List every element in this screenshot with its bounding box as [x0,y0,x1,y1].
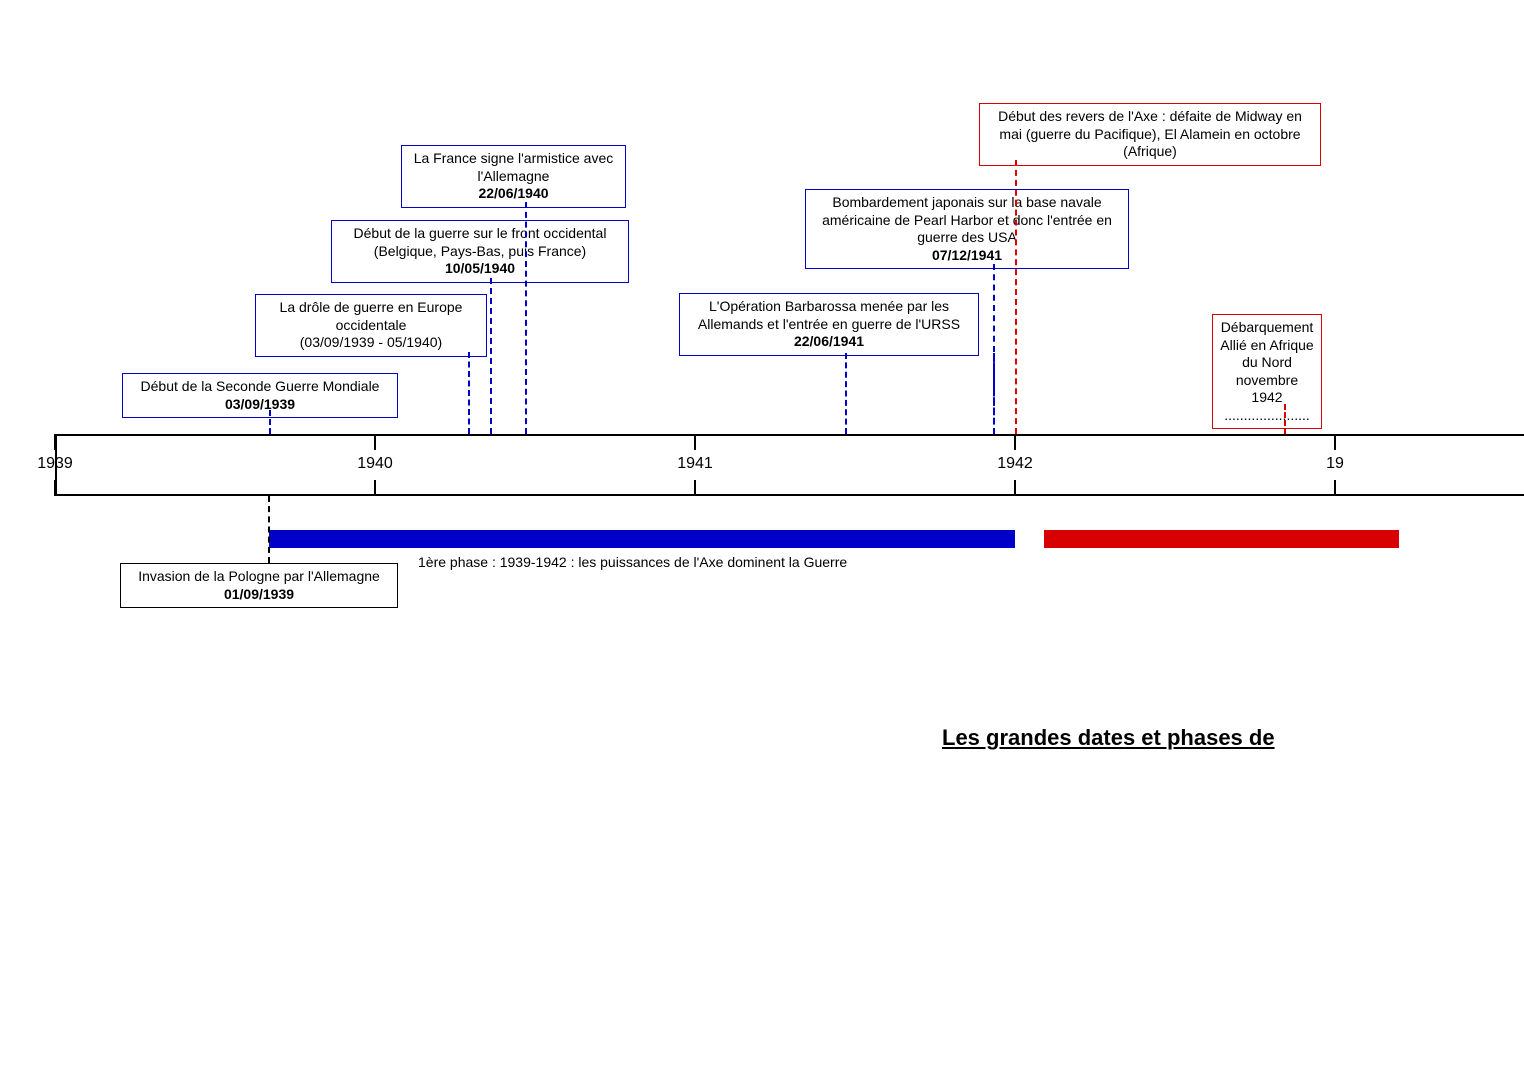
event-leader [490,278,492,434]
axis-bottom-line [55,494,1524,496]
event-date: 03/09/1939 [129,396,391,414]
timeline-canvas: Les grandes dates et phases de 1ère phas… [0,0,1524,1080]
event-leader [525,202,527,434]
event-box: Invasion de la Pologne par l'Allemagne01… [120,563,398,608]
axis-tick [374,480,376,496]
event-text: La France signe l'armistice avec l'Allem… [408,150,619,185]
axis-top-line [55,434,1524,436]
event-leader [268,496,270,563]
event-box: Début de la guerre sur le front occident… [331,220,629,283]
axis-tick [694,434,696,450]
page-title: Les grandes dates et phases de [942,725,1275,751]
event-leader [468,352,470,434]
event-text: Débarquement Allié en Afrique du Nordnov… [1219,319,1315,407]
event-box: Début de la Seconde Guerre Mondiale03/09… [122,373,398,418]
event-box: Débarquement Allié en Afrique du Nordnov… [1212,314,1322,429]
axis-tick [1014,434,1016,450]
axis-tick [1014,480,1016,496]
event-text: L'Opération Barbarossa menée par les All… [686,298,972,333]
event-box: Début des revers de l'Axe : défaite de M… [979,103,1321,166]
event-box: Bombardement japonais sur la base navale… [805,189,1129,269]
event-leader [845,353,847,434]
event-date: 22/06/1940 [408,185,619,203]
event-leader [1015,160,1017,434]
axis-tick [694,480,696,496]
event-box: L'Opération Barbarossa menée par les All… [679,293,979,356]
event-text: Début des revers de l'Axe : défaite de M… [986,108,1314,161]
phase-1-label: 1ère phase : 1939-1942 : les puissances … [418,554,847,570]
event-leader [269,410,271,434]
axis-tick [1334,480,1336,496]
phase-bar [1044,530,1399,548]
event-text: Début de la Seconde Guerre Mondiale [129,378,391,396]
event-date: 07/12/1941 [812,247,1122,265]
axis-tick [54,434,56,450]
event-text: Début de la guerre sur le front occident… [338,225,622,260]
axis-tick [54,480,56,496]
year-label: 1939 [37,455,73,473]
event-box: La drôle de guerre en Europe occidentale… [255,294,487,357]
event-leader [993,264,995,434]
event-footer-dots: ...................... [1219,407,1315,425]
event-text: Invasion de la Pologne par l'Allemagne [127,568,391,586]
event-box: La France signe l'armistice avec l'Allem… [401,145,626,208]
event-leader [1284,404,1286,434]
event-text: La drôle de guerre en Europe occidentale… [262,299,480,352]
event-date: 01/09/1939 [127,586,391,604]
event-date: 10/05/1940 [338,260,622,278]
year-label: 1940 [357,455,393,473]
year-label: 1942 [997,455,1033,473]
year-label: 19 [1326,455,1344,473]
axis-tick [1334,434,1336,450]
event-text: Bombardement japonais sur la base navale… [812,194,1122,247]
year-label: 1941 [677,455,713,473]
event-date: 22/06/1941 [686,333,972,351]
phase-bar [269,530,1015,548]
axis-tick [374,434,376,450]
